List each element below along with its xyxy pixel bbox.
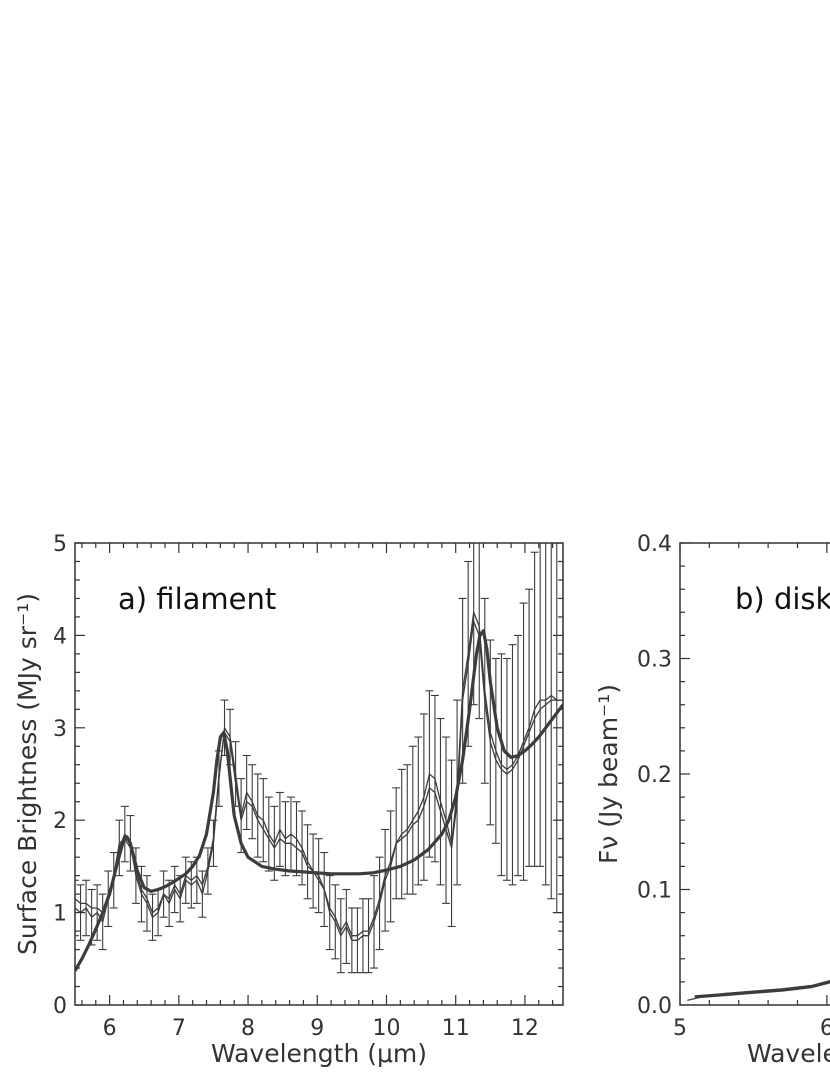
panel-b-plot-area [687, 980, 830, 1002]
a-y-tick-label: 3 [53, 717, 67, 742]
b-y-tick-label: 0.2 [637, 763, 672, 788]
panel-b-disk: 5 6 0.0 0.1 0.2 0.3 0.4 b) disk Wavelength (μm… [594, 532, 830, 1068]
a-x-tick-label: 12 [511, 1016, 539, 1041]
a-x-tick-label: 11 [442, 1016, 470, 1041]
b-series-line-model-thick [694, 980, 830, 999]
b-x-tick-label: 6 [820, 1016, 830, 1041]
a-x-tick-label: 7 [172, 1016, 186, 1041]
panel-a-frame [74, 542, 564, 1006]
a-series-line-observed-thin [75, 620, 563, 937]
panel-b-ticks: 5 6 0.0 0.1 0.2 0.3 0.4 [637, 532, 830, 1041]
a-x-tick-label: 9 [310, 1016, 324, 1041]
a-y-tick-label: 0 [53, 994, 67, 1019]
panel-b-title: b) disk [735, 582, 830, 616]
b-y-tick-label: 0.1 [637, 879, 672, 904]
a-series-line-observed-with-errorbars [75, 611, 563, 941]
a-x-tick-label: 10 [372, 1016, 400, 1041]
panel-a-x-axis-label: Wavelength (μm) [211, 1039, 427, 1068]
a-y-tick-label: 4 [53, 624, 67, 649]
b-y-tick-label: 0.3 [637, 648, 672, 673]
b-x-tick-label: 5 [673, 1016, 687, 1041]
panel-b-y-axis-label: Fν (Jy beam⁻¹) [594, 684, 623, 864]
a-y-tick-label: 5 [53, 532, 67, 557]
b-y-tick-label: 0.0 [637, 994, 672, 1019]
b-series-line-observed-thin [687, 980, 830, 1002]
panel-a-y-axis-label: Surface Brightness (MJy sr⁻¹) [13, 593, 42, 955]
a-x-tick-label: 6 [103, 1016, 117, 1041]
panel-a-plot-area [75, 543, 563, 974]
panel-b-x-axis-label: Wavelength (μm) [747, 1039, 830, 1068]
a-y-tick-label: 2 [53, 809, 67, 834]
a-y-tick-label: 1 [53, 902, 67, 927]
a-x-tick-label: 8 [241, 1016, 255, 1041]
a-series-line-model-thick [75, 629, 563, 972]
panel-a-title: a) filament [118, 582, 276, 616]
b-y-tick-label: 0.4 [637, 532, 672, 557]
